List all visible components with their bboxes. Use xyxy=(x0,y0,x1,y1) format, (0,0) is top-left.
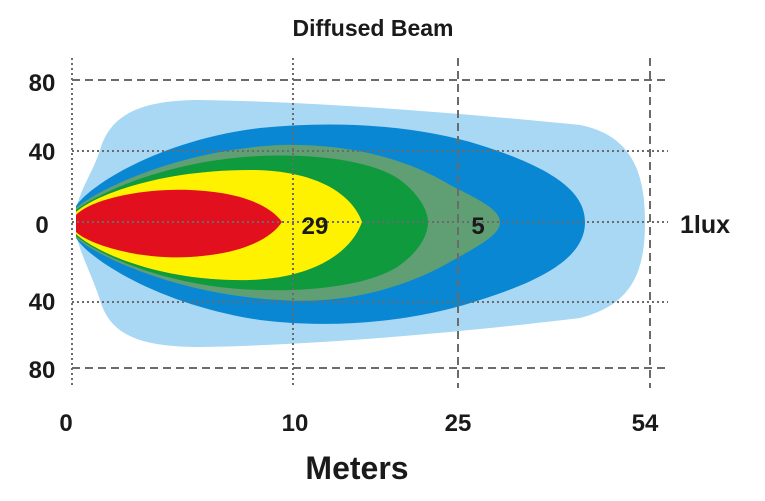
chart-title: Diffused Beam xyxy=(292,15,453,41)
beam-zones xyxy=(76,100,645,347)
zone-label-5: 5 xyxy=(471,213,484,240)
x-tick-label: 10 xyxy=(282,410,309,437)
y-tick-label: 40 xyxy=(29,289,56,316)
y-tick-label: 0 xyxy=(35,212,48,239)
grid-lines xyxy=(71,58,668,388)
zone-red xyxy=(76,189,282,258)
x-axis-title: Meters xyxy=(305,450,408,486)
x-tick-label: 25 xyxy=(445,410,472,437)
x-tick-label: 54 xyxy=(632,410,659,437)
y-tick-label: 40 xyxy=(29,139,56,166)
y-tick-label: 80 xyxy=(29,357,56,384)
zone-label-29: 29 xyxy=(302,213,329,240)
zone-label-1lux: 1lux xyxy=(680,211,730,239)
x-tick-label: 0 xyxy=(59,410,72,437)
y-tick-label: 80 xyxy=(29,70,56,97)
